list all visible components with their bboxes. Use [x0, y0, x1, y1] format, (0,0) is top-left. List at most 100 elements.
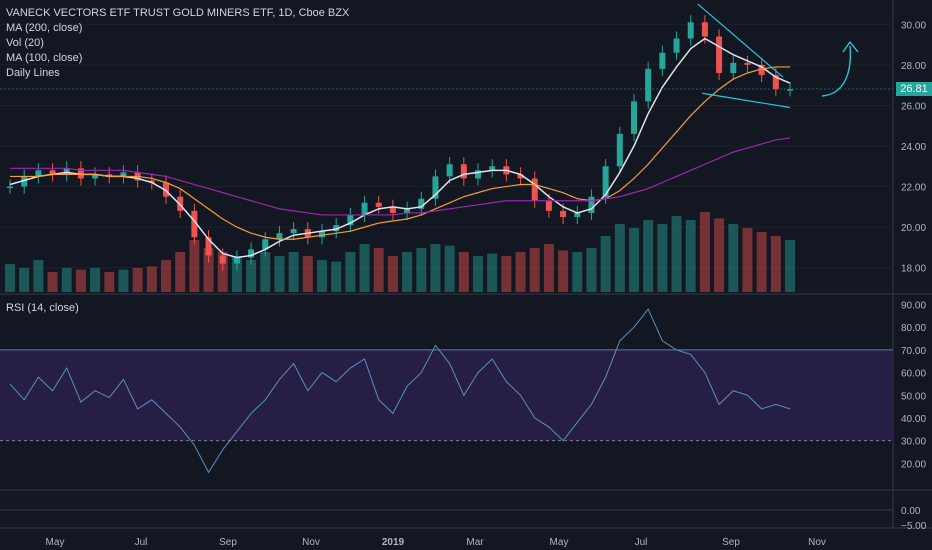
candle-body — [205, 237, 212, 256]
candle-body — [120, 172, 127, 177]
volume-bar — [458, 252, 469, 292]
candle-body — [21, 176, 28, 187]
candle-body — [319, 231, 325, 238]
candle-body — [716, 36, 723, 73]
candle-body — [290, 229, 297, 234]
rsi-tick-label: 20.00 — [901, 459, 926, 470]
volume-bar — [132, 268, 143, 292]
candle-body — [418, 198, 425, 209]
y-tick-label: 26.00 — [901, 101, 926, 112]
x-tick-label: 2019 — [382, 537, 405, 548]
x-tick-label: May — [550, 537, 569, 548]
candle-body — [772, 75, 779, 90]
y-tick-label: 22.00 — [901, 183, 926, 194]
candle-body — [404, 208, 411, 213]
candle-body — [219, 255, 226, 264]
volume-bar — [203, 248, 214, 292]
volume-bar — [175, 252, 186, 292]
osc-tick-label: −5.00 — [901, 521, 927, 532]
candle-body — [248, 249, 255, 258]
candle-body — [77, 168, 84, 179]
rsi-band — [0, 349, 893, 441]
volume-bar — [643, 220, 654, 292]
candle-body — [574, 212, 581, 217]
volume-bar — [19, 268, 30, 292]
volume-bar — [742, 228, 753, 292]
candle-body — [489, 166, 496, 171]
wedge-upper-line — [697, 3, 784, 78]
ma100-line — [10, 66, 790, 240]
x-tick-label: May — [46, 537, 65, 548]
candle-body — [631, 101, 637, 134]
candle-body — [744, 62, 751, 65]
volume-bar — [600, 236, 611, 292]
candle-body — [163, 182, 169, 197]
candle-body — [602, 166, 609, 197]
rsi-tick-label: 40.00 — [901, 414, 926, 425]
rsi-tick-label: 70.00 — [901, 346, 926, 357]
candle-body — [531, 178, 538, 201]
volume-bar — [671, 216, 682, 292]
rsi-tick-label: 30.00 — [901, 437, 926, 448]
rsi-tick-label: 90.00 — [901, 301, 926, 312]
candle-body — [35, 170, 42, 177]
candle-body — [49, 170, 56, 175]
candle-body — [92, 174, 99, 179]
volume-bar — [402, 252, 413, 292]
volume-bar — [75, 269, 86, 292]
candle-body — [517, 174, 524, 179]
up-arrow-head — [842, 40, 859, 53]
rsi-line — [9, 308, 791, 474]
volume-bar — [558, 250, 569, 292]
volume-bar — [657, 224, 668, 292]
last-price-tag: 26.81 — [896, 82, 932, 97]
volume-bar — [614, 224, 625, 292]
volume-bar — [61, 268, 72, 292]
x-tick-label: Nov — [808, 537, 826, 548]
volume-bar — [317, 260, 327, 292]
candle-body — [616, 133, 623, 167]
volume-bar — [529, 248, 540, 292]
volume-bar — [146, 266, 157, 292]
candle-body — [446, 164, 453, 177]
volume-bar — [387, 256, 398, 292]
y-tick-label: 18.00 — [901, 264, 926, 275]
candle-body — [588, 196, 595, 213]
ma20-line — [9, 37, 791, 259]
legend-item-ma200: MA (200, close) — [6, 22, 83, 34]
candle-body — [687, 22, 694, 39]
legend-title: VANECK VECTORS ETF TRUST GOLD MINERS ETF… — [6, 7, 350, 19]
volume-bar — [90, 268, 101, 292]
volume-bar — [33, 260, 44, 292]
candle-body — [191, 210, 198, 238]
volume-bar — [586, 248, 597, 292]
legend-item-vol: Vol (20) — [6, 37, 44, 49]
volume-bar — [487, 253, 498, 292]
candle-body — [106, 174, 113, 177]
x-tick-label: Jul — [135, 537, 148, 548]
volume-bar — [246, 260, 257, 292]
candle-body — [432, 176, 439, 199]
volume-bar — [118, 269, 129, 292]
volume-bar — [161, 260, 171, 292]
volume-bar — [785, 240, 795, 292]
volume-bar — [699, 212, 710, 292]
volume-bar — [685, 220, 696, 292]
candle-body — [460, 164, 467, 179]
x-tick-label: Mar — [466, 537, 484, 548]
ma200-line — [10, 137, 791, 216]
chart-legend: VANECK VECTORS ETF TRUST GOLD MINERS ETF… — [6, 6, 349, 81]
volume-bar — [501, 256, 512, 292]
volume-bar — [359, 244, 370, 292]
candle-body — [276, 233, 283, 240]
x-tick-label: Sep — [722, 537, 740, 548]
candle-body — [560, 210, 567, 217]
volume-bar — [515, 252, 526, 292]
rsi-tick-label: 60.00 — [901, 369, 926, 380]
candle-body — [673, 38, 680, 53]
candle-body — [375, 202, 382, 207]
candle-body — [63, 168, 70, 175]
volume-bar — [231, 256, 242, 292]
volume-bar — [260, 252, 271, 292]
